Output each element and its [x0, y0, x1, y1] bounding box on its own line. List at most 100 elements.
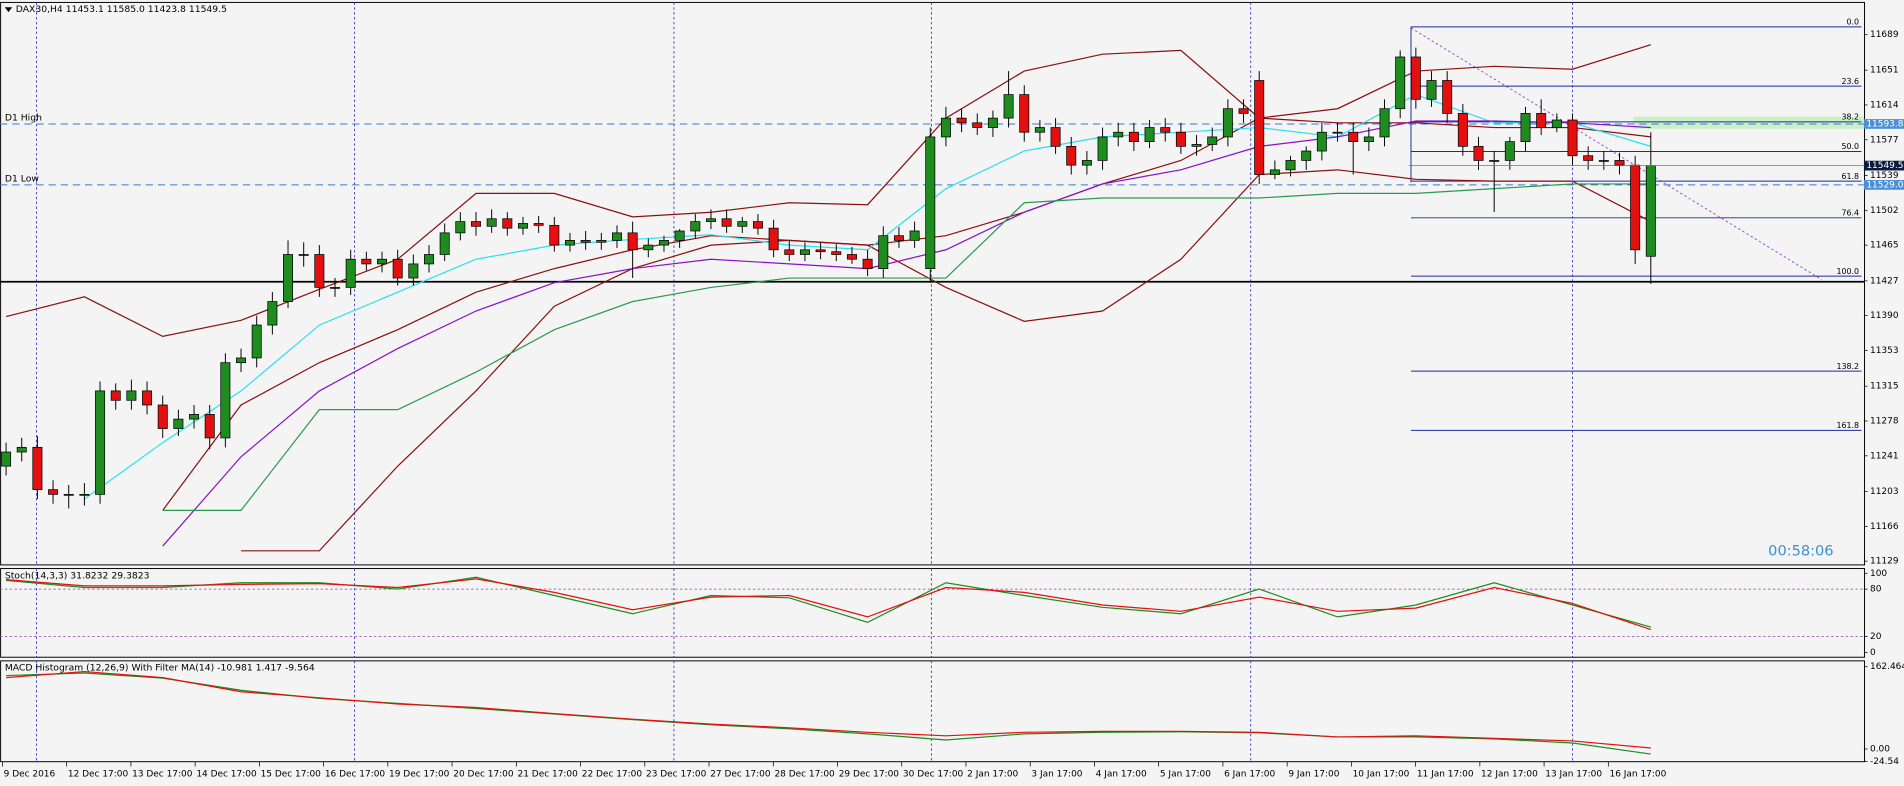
- x-tick-label: 4 Jan 17:00: [1096, 769, 1147, 779]
- candle-body: [1285, 160, 1296, 171]
- candle-body: [361, 258, 372, 265]
- macd-panel: [0, 660, 1866, 763]
- price-panel: [0, 1, 1866, 566]
- y-tick-label: 11614: [1870, 100, 1899, 110]
- x-tick-label: 5 Jan 17:00: [1160, 769, 1211, 779]
- candle-body: [956, 117, 967, 124]
- candle-body: [1426, 80, 1437, 100]
- y-tick-label: 11427: [1870, 276, 1899, 286]
- x-tick-label: 12 Dec 17:00: [68, 769, 129, 779]
- fib-label: 76.4: [1842, 208, 1860, 217]
- candle-body: [1551, 119, 1562, 128]
- x-tick-label: 11 Jan 17:00: [1417, 769, 1474, 779]
- indicator-line: [241, 169, 1652, 552]
- x-tick-label: 22 Dec 17:00: [582, 769, 643, 779]
- candle-body: [408, 263, 419, 279]
- candle-body: [377, 258, 387, 265]
- y-tick-label: 11465: [1870, 241, 1899, 251]
- x-tick-label: 30 Dec 17:00: [903, 769, 964, 779]
- fib-label: 0.0: [1847, 18, 1860, 27]
- candle-body: [893, 235, 904, 241]
- candle-body: [1050, 127, 1061, 147]
- panel-title: MACD Histogram (12,26,9) With Filter MA(…: [5, 663, 315, 674]
- candle-body: [565, 240, 575, 246]
- candle-body: [1614, 160, 1625, 166]
- candle-body: [95, 390, 106, 495]
- x-tick-label: 13 Dec 17:00: [132, 769, 193, 779]
- candle-body: [1645, 165, 1656, 257]
- indicator-line: [5, 44, 1652, 338]
- candle-body: [1238, 108, 1249, 114]
- candle-body: [1473, 145, 1484, 161]
- candle-body: [1144, 127, 1155, 143]
- x-tick-label: 20 Dec 17:00: [453, 769, 514, 779]
- current-price-label: 11549.5: [1866, 161, 1903, 171]
- candle-body: [1003, 94, 1014, 119]
- price-tag-label: 11593.8: [1866, 119, 1903, 129]
- fib-label: 61.8: [1842, 172, 1860, 181]
- x-tick-label: 6 Jan 17:00: [1224, 769, 1275, 779]
- x-tick-label: 3 Jan 17:00: [1031, 769, 1082, 779]
- candle-body: [925, 136, 936, 269]
- candle-body: [330, 287, 341, 289]
- candle-body: [611, 232, 622, 241]
- candle-body: [1504, 141, 1515, 161]
- candle-body: [142, 390, 153, 406]
- candle-body: [1583, 155, 1594, 161]
- panel-title: DAX30,H4 11453.1 11585.0 11423.8 11549.5: [16, 4, 227, 15]
- y-tick-label: 11651: [1870, 66, 1899, 76]
- candle-body: [439, 232, 450, 255]
- candle-body: [1128, 131, 1139, 143]
- candle-body: [1379, 108, 1390, 138]
- panel-frames: [0, 1, 1866, 763]
- candle-body: [157, 404, 168, 429]
- candle-body: [48, 489, 59, 495]
- panel-title: Stoch(14,3,3) 31.8232 29.3823: [5, 570, 150, 581]
- y-tick-label: 11203: [1870, 487, 1899, 497]
- candle-body: [737, 221, 748, 227]
- y-tick-label: 11241: [1870, 451, 1899, 461]
- candle-body: [1081, 160, 1092, 166]
- x-tick-label: 29 Dec 17:00: [839, 769, 900, 779]
- candle-body: [345, 258, 356, 288]
- candle-body: [16, 446, 27, 453]
- candle-body: [1567, 119, 1578, 157]
- x-tick-label: 9 Dec 2016: [4, 769, 56, 779]
- x-tick-label: 27 Dec 17:00: [710, 769, 771, 779]
- fib-label: 161.8: [1837, 421, 1860, 430]
- candle-body: [1097, 136, 1108, 161]
- candle-body: [580, 240, 591, 243]
- x-tick-label: 2 Jan 17:00: [967, 769, 1018, 779]
- candle-body: [251, 324, 262, 359]
- candle-body: [1207, 136, 1218, 145]
- candle-body: [110, 390, 121, 401]
- price-tag: [1863, 180, 1904, 190]
- indicator-line: [162, 120, 1651, 547]
- x-tick-label: 28 Dec 17:00: [774, 769, 835, 779]
- candle-body: [815, 249, 826, 253]
- candle-body: [784, 249, 795, 255]
- candle-body: [831, 251, 842, 255]
- zone: [1633, 116, 1864, 129]
- y-tick-label: 11166: [1870, 522, 1899, 532]
- current-price-tag: [1863, 160, 1904, 171]
- indicator-line: [6, 578, 1652, 631]
- candle-body: [63, 493, 74, 496]
- fib-label: 100.0: [1837, 267, 1860, 276]
- y-tick-label: -24.54: [1870, 757, 1899, 767]
- candle-body: [283, 254, 294, 302]
- fib-label: 50.0: [1842, 142, 1860, 151]
- candle-body: [455, 221, 466, 234]
- candle-body: [1269, 169, 1280, 175]
- candle-body: [627, 232, 638, 251]
- price-tag: [1863, 119, 1904, 129]
- candle-body: [486, 218, 497, 227]
- candle-body: [189, 414, 200, 420]
- x-tick-label: 12 Jan 17:00: [1481, 769, 1538, 779]
- candle-body: [204, 414, 215, 439]
- candle-body: [768, 227, 779, 251]
- clock: 00:58:06: [1768, 543, 1833, 560]
- y-tick-label: 11539: [1870, 171, 1899, 181]
- y-tick-label: 11390: [1870, 311, 1899, 321]
